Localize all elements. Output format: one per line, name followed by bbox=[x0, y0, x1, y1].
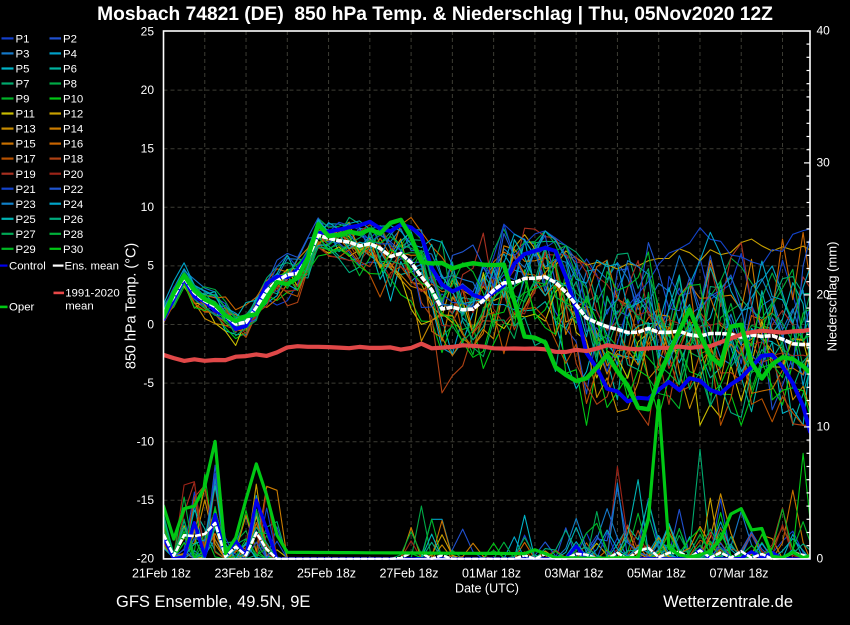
svg-text:Date (UTC): Date (UTC) bbox=[455, 582, 519, 596]
svg-text:P21: P21 bbox=[16, 184, 36, 196]
svg-text:5: 5 bbox=[147, 259, 154, 273]
svg-text:P14: P14 bbox=[63, 124, 83, 136]
svg-text:P1: P1 bbox=[16, 34, 30, 46]
svg-text:P13: P13 bbox=[16, 124, 36, 136]
svg-text:P25: P25 bbox=[16, 214, 36, 226]
svg-text:850 hPa Temp. (°C): 850 hPa Temp. (°C) bbox=[124, 243, 140, 369]
svg-text:P12: P12 bbox=[63, 109, 83, 121]
svg-text:Wetterzentrale.de: Wetterzentrale.de bbox=[663, 593, 793, 611]
svg-text:-5: -5 bbox=[143, 376, 154, 390]
svg-text:03Mar 18z: 03Mar 18z bbox=[544, 567, 603, 581]
svg-text:P11: P11 bbox=[16, 109, 35, 121]
svg-text:23Feb 18z: 23Feb 18z bbox=[214, 567, 273, 581]
svg-text:25Feb 18z: 25Feb 18z bbox=[297, 567, 356, 581]
svg-text:10: 10 bbox=[817, 420, 831, 434]
svg-text:P26: P26 bbox=[63, 214, 83, 226]
svg-text:20: 20 bbox=[817, 288, 831, 302]
svg-text:P19: P19 bbox=[16, 169, 36, 181]
svg-text:20: 20 bbox=[141, 83, 155, 97]
svg-text:P22: P22 bbox=[63, 184, 83, 196]
svg-text:15: 15 bbox=[141, 142, 155, 156]
svg-text:P5: P5 bbox=[16, 64, 30, 76]
svg-text:P15: P15 bbox=[16, 139, 36, 151]
svg-text:P24: P24 bbox=[63, 199, 83, 211]
svg-text:Mosbach 74821 (DE) 850 hPa Te: Mosbach 74821 (DE) 850 hPa Temp. & Niede… bbox=[97, 4, 773, 25]
svg-text:P7: P7 bbox=[16, 79, 30, 91]
svg-text:P9: P9 bbox=[16, 94, 30, 106]
svg-text:P18: P18 bbox=[63, 154, 83, 166]
svg-text:1991-2020: 1991-2020 bbox=[65, 288, 119, 300]
svg-text:P27: P27 bbox=[16, 229, 36, 241]
svg-text:30: 30 bbox=[817, 156, 831, 170]
svg-text:-10: -10 bbox=[137, 435, 155, 449]
svg-text:25: 25 bbox=[141, 24, 155, 38]
svg-text:P2: P2 bbox=[63, 34, 77, 46]
svg-text:P23: P23 bbox=[16, 199, 36, 211]
svg-text:P28: P28 bbox=[63, 229, 83, 241]
svg-text:-15: -15 bbox=[137, 493, 155, 507]
svg-text:27Feb 18z: 27Feb 18z bbox=[379, 567, 438, 581]
svg-text:P3: P3 bbox=[16, 49, 30, 61]
svg-text:05Mar 18z: 05Mar 18z bbox=[627, 567, 686, 581]
svg-text:0: 0 bbox=[817, 552, 824, 566]
svg-text:-20: -20 bbox=[137, 552, 155, 566]
svg-text:Oper: Oper bbox=[9, 301, 35, 313]
svg-text:P16: P16 bbox=[63, 139, 83, 151]
svg-text:Control: Control bbox=[9, 261, 46, 273]
svg-text:P17: P17 bbox=[16, 154, 36, 166]
svg-text:P30: P30 bbox=[63, 244, 83, 256]
svg-text:Ens. mean: Ens. mean bbox=[65, 261, 119, 273]
svg-text:0: 0 bbox=[147, 317, 154, 331]
svg-text:P10: P10 bbox=[63, 94, 83, 106]
svg-text:mean: mean bbox=[65, 301, 94, 313]
svg-text:10: 10 bbox=[141, 200, 155, 214]
svg-text:21Feb 18z: 21Feb 18z bbox=[132, 567, 191, 581]
svg-text:Niederschlag (mm): Niederschlag (mm) bbox=[825, 242, 840, 352]
svg-text:P29: P29 bbox=[16, 244, 36, 256]
svg-text:07Mar 18z: 07Mar 18z bbox=[709, 567, 768, 581]
svg-text:P20: P20 bbox=[63, 169, 83, 181]
svg-text:GFS Ensemble, 49.5N, 9E: GFS Ensemble, 49.5N, 9E bbox=[116, 593, 310, 611]
svg-text:P4: P4 bbox=[63, 49, 77, 61]
svg-text:P6: P6 bbox=[63, 64, 77, 76]
svg-text:P8: P8 bbox=[63, 79, 77, 91]
svg-text:40: 40 bbox=[817, 24, 831, 38]
svg-text:01Mar 18z: 01Mar 18z bbox=[462, 567, 521, 581]
